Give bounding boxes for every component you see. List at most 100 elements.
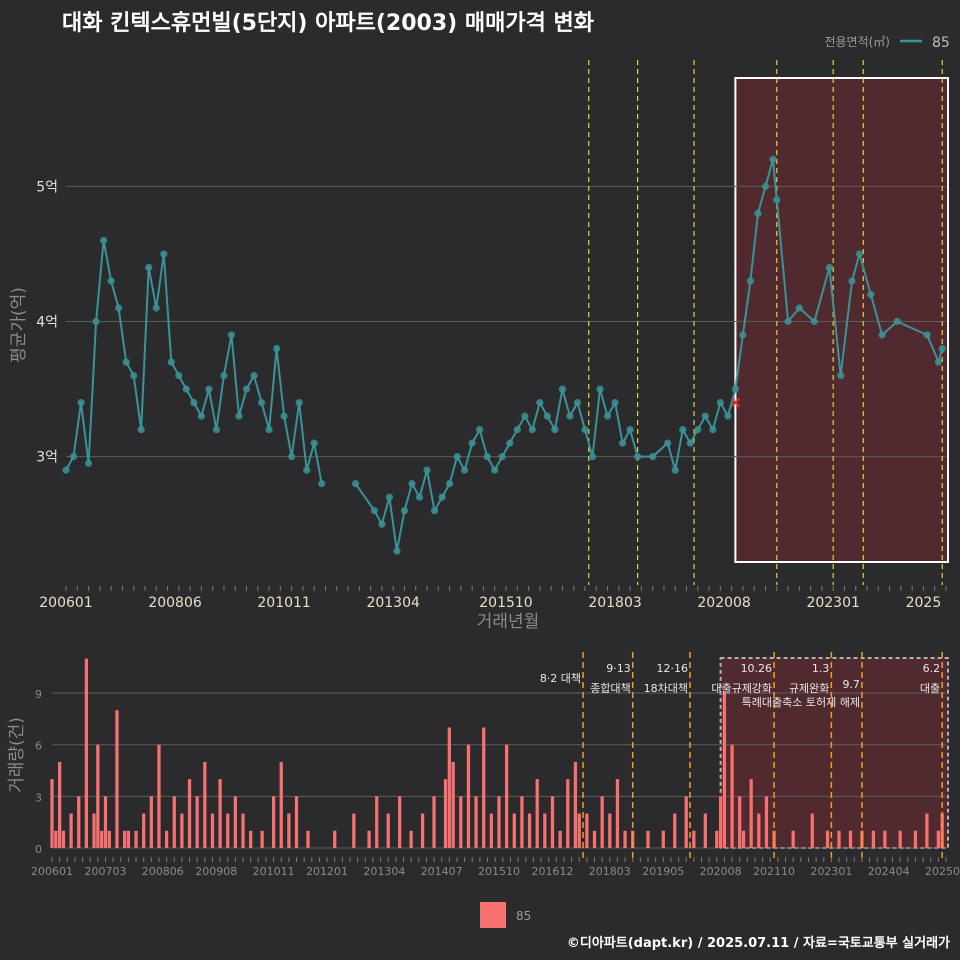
- price-point: [551, 426, 559, 434]
- volume-bar: [466, 744, 471, 848]
- volume-bar: [791, 830, 795, 848]
- volume-bar: [764, 796, 769, 848]
- volume-bar: [730, 744, 734, 848]
- volume-bar: [715, 830, 719, 848]
- volume-bar: [352, 813, 356, 848]
- price-point: [893, 317, 901, 326]
- price-point: [175, 371, 183, 380]
- legend-title: 전용면적(㎡): [824, 35, 890, 49]
- price-point: [423, 466, 431, 474]
- volume-bar: [100, 830, 104, 848]
- volume-bar: [837, 830, 841, 848]
- volume-bar: [77, 796, 81, 848]
- volume-bar: [512, 813, 516, 848]
- price-point: [250, 371, 258, 380]
- volume-x-tick-label: 200806: [142, 865, 184, 878]
- volume-bar: [860, 830, 864, 848]
- volume-x-tick-label: 201905: [642, 865, 684, 878]
- volume-bar: [249, 830, 253, 848]
- volume-bar: [157, 744, 161, 848]
- volume-bar: [936, 830, 940, 848]
- price-point: [498, 453, 506, 461]
- price-point: [731, 385, 740, 393]
- price-point: [288, 453, 296, 461]
- x-tick-label: 200806: [148, 595, 202, 611]
- volume-bar: [210, 813, 215, 848]
- price-point: [453, 453, 461, 461]
- price-point: [107, 277, 115, 285]
- policy-lines-top: [588, 60, 943, 585]
- volume-y-tick-label: 3: [35, 791, 42, 804]
- volume-bar: [58, 761, 62, 848]
- price-point: [415, 493, 424, 501]
- price-point: [77, 398, 85, 407]
- price-point: [115, 304, 123, 312]
- volume-x-tick-label: 202507: [925, 865, 960, 878]
- price-point: [303, 466, 311, 474]
- volume-bar: [333, 830, 337, 848]
- highlight-region-top: [734, 77, 950, 563]
- x-tick-label: 202008: [697, 595, 750, 611]
- price-point: [62, 466, 70, 474]
- volume-x-tick-label: 202404: [868, 865, 910, 878]
- volume-bar: [103, 796, 108, 848]
- price-point: [295, 398, 303, 407]
- volume-bar: [54, 830, 58, 848]
- price-x-ticks: 200601 200806 201011 201304 201510 201803 2020…: [39, 586, 947, 611]
- price-point: [709, 426, 717, 434]
- volume-bar: [718, 796, 723, 848]
- legend-bar-swatch: [480, 902, 506, 928]
- price-point: [197, 412, 205, 420]
- volume-x-tick-label: 201612: [531, 865, 573, 878]
- price-point: [370, 507, 378, 515]
- policy-annotation-detail: 종합대책: [590, 682, 630, 695]
- price-point: [878, 331, 886, 339]
- volume-y-tick-label: 0: [35, 843, 42, 856]
- price-point: [754, 209, 762, 217]
- volume-bar: [107, 830, 111, 848]
- price-point: [558, 385, 567, 393]
- volume-bar: [241, 813, 245, 848]
- price-point: [867, 290, 875, 299]
- volume-bars: [50, 658, 944, 848]
- price-point: [92, 317, 100, 326]
- x-tick-label: 2025: [906, 595, 942, 611]
- x-tick-label: 202301: [806, 595, 859, 611]
- volume-bar: [432, 796, 436, 848]
- price-point: [393, 547, 401, 555]
- highlight-rect: [734, 77, 950, 563]
- volume-bar: [142, 813, 146, 848]
- legend-top: 전용면적(㎡) 85: [824, 35, 949, 51]
- volume-bar: [673, 813, 677, 848]
- volume-bar: [940, 813, 944, 848]
- price-point: [701, 412, 709, 420]
- price-point: [430, 507, 439, 515]
- volume-bar: [543, 813, 547, 848]
- price-point: [506, 439, 514, 447]
- legend-bottom: 85: [480, 902, 531, 928]
- volume-x-tick-label: 201510: [478, 865, 520, 878]
- volume-bar: [420, 813, 425, 848]
- volume-bar: [925, 813, 929, 848]
- price-point: [596, 385, 604, 393]
- volume-bar: [577, 813, 581, 848]
- price-point: [152, 304, 160, 312]
- policy-annotation-label: 1.3: [812, 662, 830, 675]
- price-point: [400, 507, 409, 515]
- price-point: [855, 250, 864, 258]
- volume-bar: [233, 796, 238, 848]
- volume-bar: [535, 779, 539, 848]
- volume-bar: [615, 779, 620, 848]
- price-point: [679, 426, 687, 434]
- volume-bar: [848, 830, 853, 848]
- volume-bar: [871, 830, 876, 848]
- volume-bar: [646, 830, 650, 848]
- x-tick-label: 200601: [39, 595, 92, 611]
- price-point: [521, 412, 529, 420]
- volume-bar: [703, 813, 707, 848]
- price-point: [100, 236, 108, 245]
- volume-bar: [631, 830, 635, 848]
- price-point: [235, 412, 243, 420]
- price-point: [385, 493, 394, 501]
- price-point: [634, 453, 642, 461]
